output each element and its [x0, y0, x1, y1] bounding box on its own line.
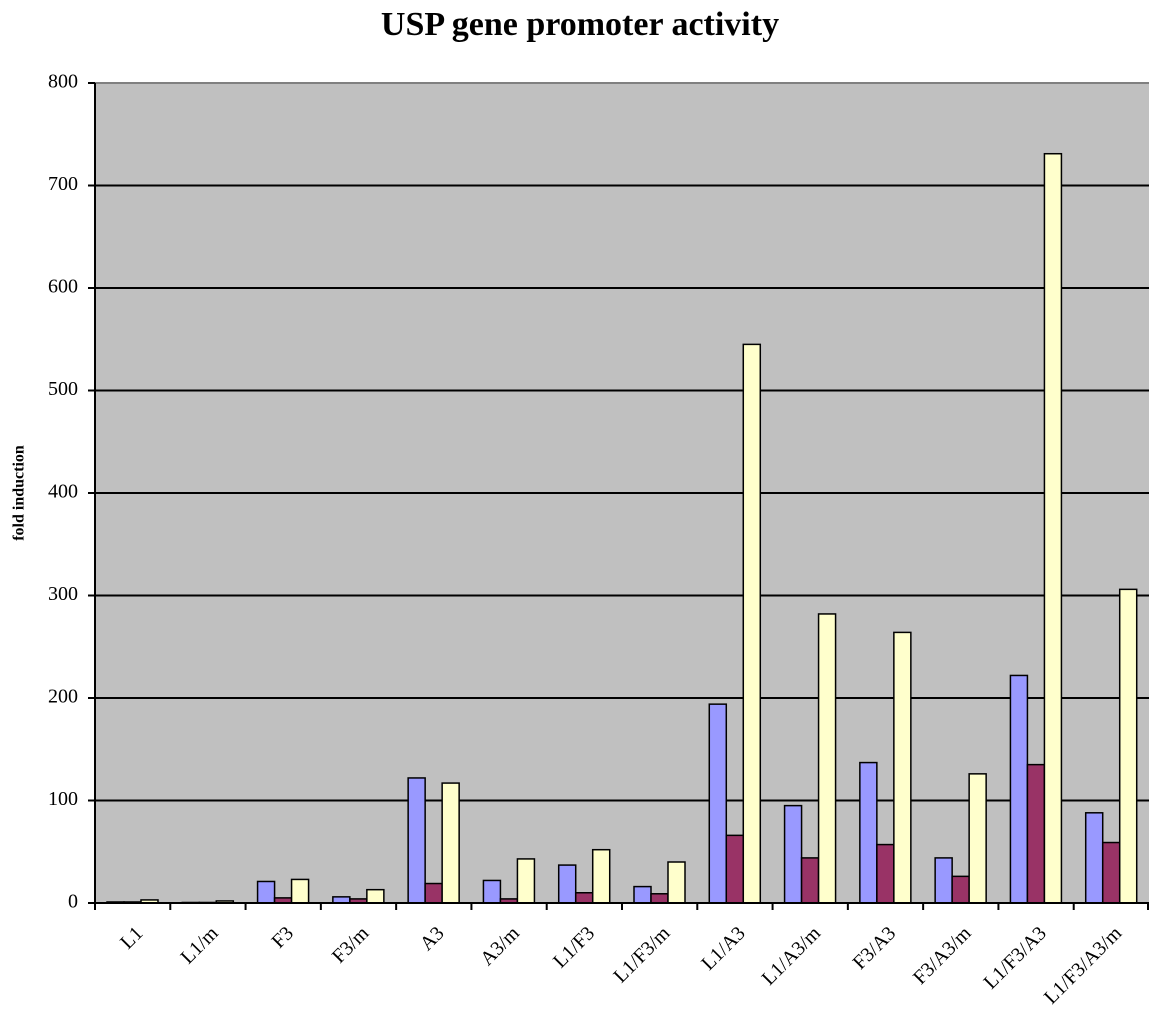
x-tick-label: F3/A3/m — [909, 922, 976, 989]
bar — [557, 864, 577, 904]
bar — [968, 773, 987, 904]
x-tick-label: L1/F3/m — [609, 922, 674, 987]
bar — [574, 892, 594, 904]
bar — [407, 777, 426, 904]
bar — [951, 875, 970, 904]
bar — [708, 703, 728, 904]
x-tick-label: L1/F3/A3 — [980, 922, 1051, 993]
x-tick-label: L1/A3 — [697, 922, 749, 974]
chart-title: USP gene promoter activity — [381, 6, 779, 43]
x-tick-label: L1 — [116, 922, 147, 953]
x-tick-label: A3 — [416, 922, 449, 955]
bar — [859, 761, 878, 904]
bar — [424, 882, 443, 904]
bar — [441, 782, 460, 904]
bar — [366, 888, 385, 904]
y-tick-label: 0 — [68, 891, 78, 913]
bar — [633, 885, 652, 904]
bar — [290, 878, 310, 904]
bar — [667, 861, 686, 904]
y-tick-label: 800 — [48, 71, 78, 93]
x-tick-label: F3/A3 — [849, 922, 901, 974]
bar — [934, 857, 953, 904]
x-tick-label: L1/A3/m — [758, 922, 826, 990]
bar — [876, 843, 895, 904]
bar — [1043, 152, 1063, 904]
bar — [650, 893, 669, 904]
bar — [817, 613, 837, 904]
bar — [800, 857, 820, 904]
y-tick-label: 400 — [48, 481, 78, 503]
bar — [1101, 841, 1121, 904]
bar — [1084, 812, 1104, 904]
y-tick-label: 500 — [48, 378, 78, 400]
bar — [482, 879, 502, 904]
y-axis-label: fold induction — [11, 445, 28, 541]
bar — [1118, 588, 1138, 904]
bar — [256, 880, 276, 904]
bar — [742, 343, 762, 904]
bar — [1009, 674, 1029, 904]
x-tick-label: L1/m — [177, 922, 224, 969]
y-tick-label: 600 — [48, 276, 78, 298]
x-tick-label: L1/F3 — [549, 922, 599, 972]
bar — [783, 804, 803, 904]
y-tick-label: 300 — [48, 583, 78, 605]
x-tick-label: L1/F3/A3/m — [1040, 922, 1127, 1009]
bar — [725, 834, 745, 904]
x-tick-label: F3/m — [328, 922, 374, 968]
bar — [516, 858, 536, 904]
y-tick-label: 200 — [48, 686, 78, 708]
y-tick-label: 100 — [48, 788, 78, 810]
bar — [591, 848, 611, 904]
x-tick-label: A3/m — [476, 922, 524, 970]
bar — [893, 631, 912, 904]
y-tick-label: 700 — [48, 173, 78, 195]
x-tick-label: F3 — [268, 922, 298, 952]
bar — [1026, 763, 1046, 904]
